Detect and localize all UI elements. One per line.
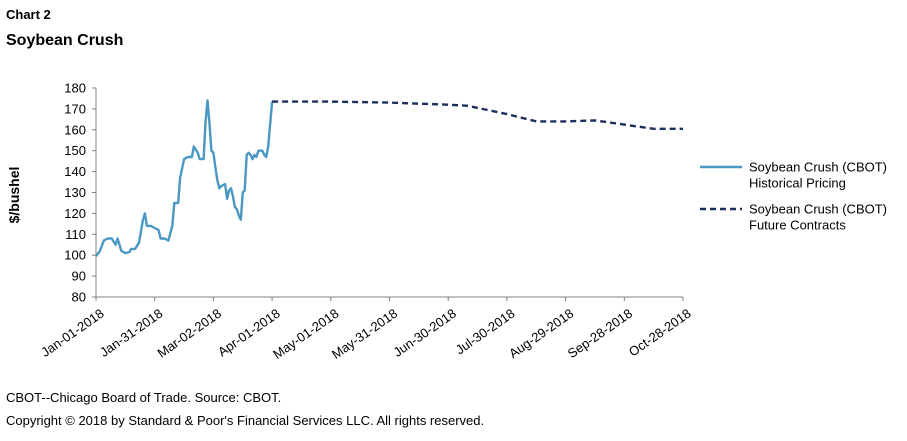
y-tick-label: 110: [65, 227, 86, 242]
legend-label: Soybean Crush (CBOT) Future Contracts: [749, 202, 887, 233]
x-tick-label: Oct-28-2018: [626, 306, 694, 360]
y-tick-label: 140: [64, 164, 86, 179]
chart-label: Chart 2: [6, 7, 51, 22]
chart-title: Soybean Crush: [6, 32, 124, 49]
series-line-future: [272, 100, 683, 130]
x-tick-label: Jun-30-2018: [390, 306, 458, 360]
y-tick-label: 130: [64, 185, 86, 200]
footnote-source: CBOT--Chicago Board of Trade. Source: CB…: [6, 390, 282, 405]
y-tick-label: 150: [64, 143, 86, 158]
y-tick-label: 170: [64, 101, 86, 116]
series-line-historical: [95, 99, 274, 257]
y-tick-label: 80: [72, 290, 86, 305]
x-tick-label: Sep-28-2018: [565, 306, 635, 361]
legend: Soybean Crush (CBOT) Historical Pricing So…: [700, 160, 887, 233]
y-axis-label: $/bushel: [6, 167, 22, 224]
x-tick-label: May-31-2018: [329, 306, 400, 362]
y-tick-label: 90: [72, 269, 86, 284]
x-tick-label: Jan-01-2018: [38, 306, 106, 360]
y-tick-label: 180: [64, 81, 86, 96]
x-tick-label: Mar-02-2018: [155, 306, 225, 361]
axes: 80 90 100 110 120 130 140 150 160 170 180 Jan-01-20…: [38, 81, 693, 362]
x-tick-label: Aug-29-2018: [506, 306, 576, 361]
footnote-copyright: Copyright © 2018 by Standard & Poor's Fi…: [6, 413, 485, 428]
legend-label: Soybean Crush (CBOT) Historical Pricing: [749, 160, 887, 191]
y-tick-label: 160: [64, 122, 86, 137]
y-tick-label: 100: [64, 248, 86, 263]
x-tick-label: Jan-31-2018: [97, 306, 165, 360]
y-tick-label: 120: [64, 206, 86, 221]
series-layer: [95, 99, 683, 257]
